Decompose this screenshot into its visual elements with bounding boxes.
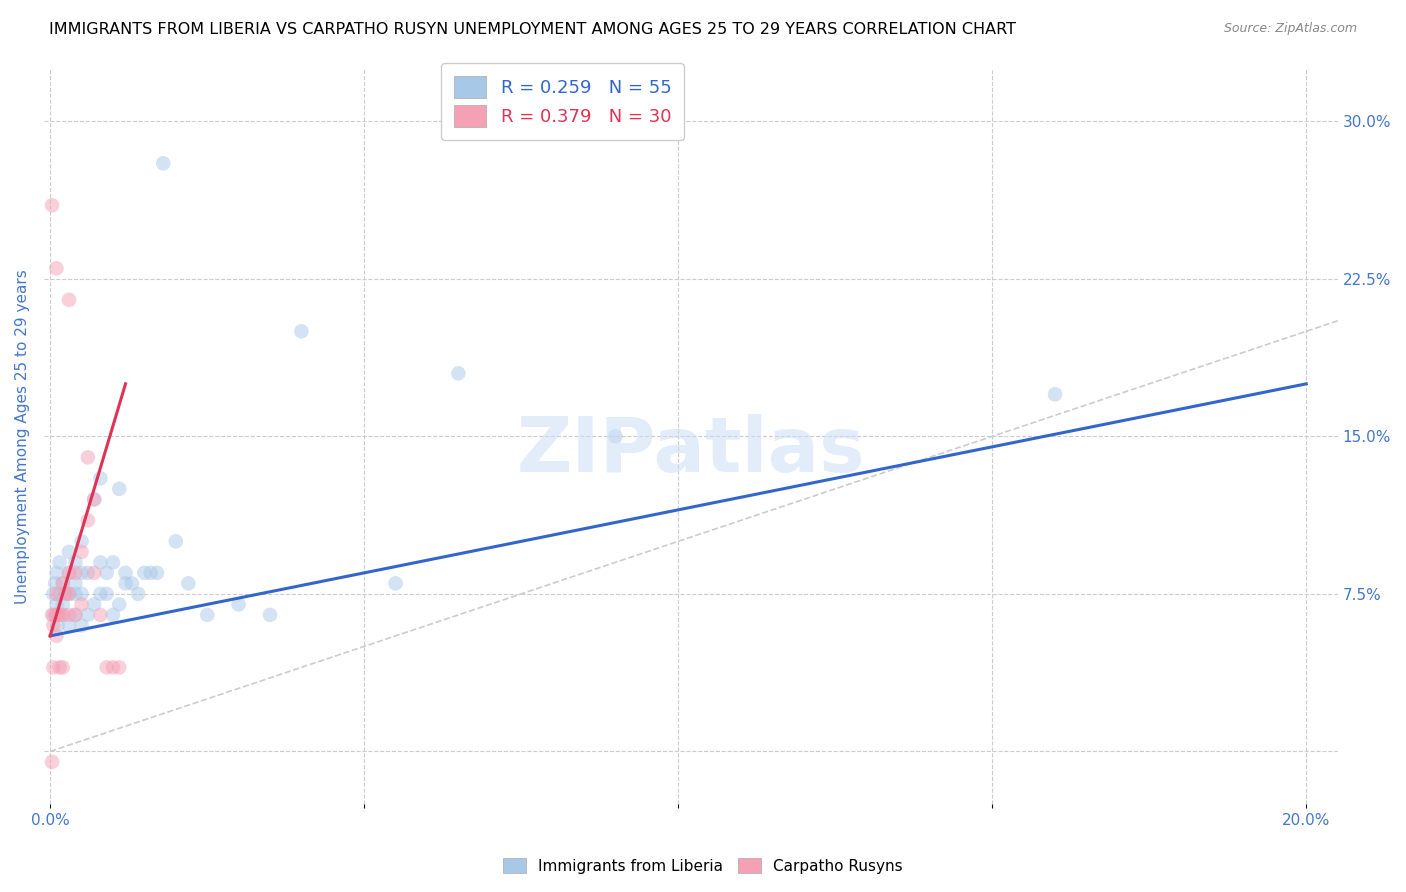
Point [55, 587, 77, 601]
Point [48, 555, 70, 569]
Point [70, 545, 93, 559]
Point [45, 261, 67, 276]
Point [76, 513, 98, 527]
Point [101, 607, 124, 622]
Point [114, 576, 136, 591]
Point [70, 566, 93, 580]
Point [83, 566, 105, 580]
Point [228, 598, 250, 612]
Point [96, 587, 118, 601]
Point [45, 607, 67, 622]
Point [45, 598, 67, 612]
Point [46, 618, 69, 632]
Point [58, 587, 80, 601]
Point [89, 587, 111, 601]
Point [58, 545, 80, 559]
Point [52, 576, 75, 591]
Point [83, 598, 105, 612]
Point [52, 660, 75, 674]
Point [58, 607, 80, 622]
Point [76, 607, 98, 622]
Point [146, 566, 169, 580]
Point [58, 566, 80, 580]
Point [108, 482, 131, 496]
Point [42, 587, 65, 601]
Point [96, 660, 118, 674]
Legend: R = 0.259   N = 55, R = 0.379   N = 30: R = 0.259 N = 55, R = 0.379 N = 30 [441, 63, 683, 140]
Point [384, 576, 406, 591]
Point [45, 629, 67, 643]
Point [58, 618, 80, 632]
Point [605, 429, 627, 443]
Point [177, 576, 200, 591]
Point [52, 607, 75, 622]
Point [139, 566, 162, 580]
Point [114, 566, 136, 580]
Point [76, 566, 98, 580]
Point [290, 324, 312, 338]
Point [76, 450, 98, 465]
Point [44, 607, 66, 622]
Point [45, 587, 67, 601]
Point [127, 587, 149, 601]
Point [41, 607, 63, 622]
Point [46, 607, 69, 622]
Y-axis label: Unemployment Among Ages 25 to 29 years: Unemployment Among Ages 25 to 29 years [15, 269, 30, 604]
Point [65, 587, 87, 601]
Point [65, 607, 87, 622]
Point [52, 607, 75, 622]
Point [1043, 387, 1066, 401]
Point [48, 587, 70, 601]
Point [83, 492, 105, 507]
Point [44, 576, 66, 591]
Point [65, 555, 87, 569]
Point [89, 471, 111, 485]
Point [101, 660, 124, 674]
Point [58, 566, 80, 580]
Point [101, 555, 124, 569]
Point [121, 576, 143, 591]
Point [96, 566, 118, 580]
Point [48, 660, 70, 674]
Point [42, 618, 65, 632]
Point [65, 576, 87, 591]
Point [41, 755, 63, 769]
Point [42, 607, 65, 622]
Point [195, 607, 218, 622]
Point [58, 587, 80, 601]
Point [65, 607, 87, 622]
Point [83, 492, 105, 507]
Point [447, 367, 470, 381]
Point [165, 534, 187, 549]
Point [259, 607, 281, 622]
Point [52, 598, 75, 612]
Point [70, 587, 93, 601]
Text: Source: ZipAtlas.com: Source: ZipAtlas.com [1223, 22, 1357, 36]
Point [65, 566, 87, 580]
Legend: Immigrants from Liberia, Carpatho Rusyns: Immigrants from Liberia, Carpatho Rusyns [496, 852, 910, 880]
Point [58, 293, 80, 307]
Point [70, 534, 93, 549]
Point [70, 598, 93, 612]
Point [48, 607, 70, 622]
Point [41, 198, 63, 212]
Point [45, 566, 67, 580]
Point [52, 576, 75, 591]
Point [89, 555, 111, 569]
Point [134, 566, 156, 580]
Point [42, 660, 65, 674]
Point [152, 156, 174, 170]
Point [108, 660, 131, 674]
Text: IMMIGRANTS FROM LIBERIA VS CARPATHO RUSYN UNEMPLOYMENT AMONG AGES 25 TO 29 YEARS: IMMIGRANTS FROM LIBERIA VS CARPATHO RUSY… [49, 22, 1017, 37]
Point [55, 587, 77, 601]
Point [89, 607, 111, 622]
Text: ZIPatlas: ZIPatlas [516, 414, 865, 488]
Point [70, 618, 93, 632]
Point [108, 598, 131, 612]
